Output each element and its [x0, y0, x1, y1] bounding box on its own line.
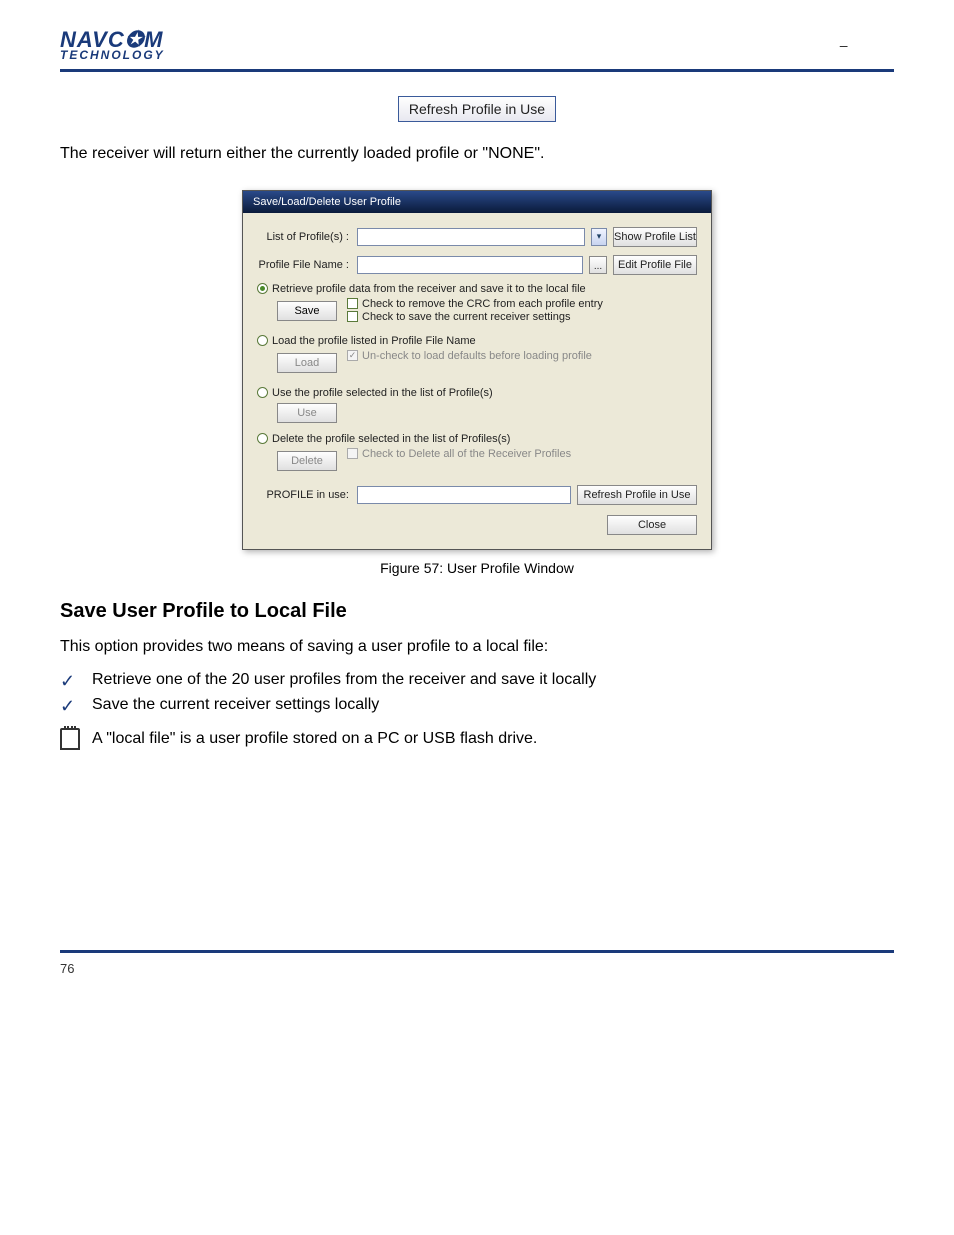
- list-item: ✓ Save the current receiver settings loc…: [60, 696, 894, 718]
- note-icon: [60, 728, 80, 750]
- load-button[interactable]: Load: [277, 353, 337, 373]
- bullet-1-text: Retrieve one of the 20 user profiles fro…: [92, 671, 596, 689]
- use-radio[interactable]: [257, 387, 268, 398]
- save-current-settings-label: Check to save the current receiver setti…: [362, 311, 570, 323]
- remove-crc-label: Check to remove the CRC from each profil…: [362, 298, 603, 310]
- footer-page-number: 76: [60, 961, 74, 976]
- remove-crc-checkbox[interactable]: [347, 298, 358, 309]
- use-button[interactable]: Use: [277, 403, 337, 423]
- close-button[interactable]: Close: [607, 515, 697, 535]
- list-item: ✓ Retrieve one of the 20 user profiles f…: [60, 671, 894, 693]
- guide-title: StarUtil-3000 User Guide: [679, 37, 839, 53]
- edit-profile-file-button[interactable]: Edit Profile File: [613, 255, 697, 275]
- page-footer: 76: [60, 950, 894, 976]
- check-icon: ✓: [60, 671, 80, 693]
- save-intro-text: This option provides two means of saving…: [60, 635, 894, 659]
- refresh-profile-in-use-button[interactable]: Refresh Profile in Use: [577, 485, 697, 505]
- rev-text: Rev. G: [851, 37, 894, 53]
- user-profile-dialog: Save/Load/Delete User Profile List of Pr…: [242, 190, 712, 550]
- delete-all-label: Check to Delete all of the Receiver Prof…: [362, 448, 571, 460]
- dash: –: [840, 37, 848, 53]
- profiles-dropdown-icon[interactable]: ▾: [591, 228, 607, 246]
- save-section-heading: Save User Profile to Local File: [60, 600, 894, 623]
- use-radio-label: Use the profile selected in the list of …: [272, 387, 493, 399]
- load-radio[interactable]: [257, 335, 268, 346]
- list-of-profiles-label: List of Profile(s) :: [257, 231, 357, 243]
- dialog-titlebar: Save/Load/Delete User Profile: [243, 191, 711, 213]
- refresh-profile-button[interactable]: Refresh Profile in Use: [398, 96, 556, 122]
- load-defaults-label: Un-check to load defaults before loading…: [362, 350, 592, 362]
- logo-top: NAVC✪M: [60, 30, 165, 50]
- list-of-profiles-input[interactable]: [357, 228, 585, 246]
- profile-in-use-label: PROFILE in use:: [257, 489, 357, 501]
- save-options-list: ✓ Retrieve one of the 20 user profiles f…: [60, 671, 894, 750]
- load-radio-label: Load the profile listed in Profile File …: [272, 335, 476, 347]
- header-right-text: StarUtil-3000 User Guide – Rev. G: [679, 37, 894, 53]
- profile-file-name-label: Profile File Name :: [257, 259, 357, 271]
- save-radio-label: Retrieve profile data from the receiver …: [272, 283, 586, 295]
- list-item: A "local file" is a user profile stored …: [60, 728, 894, 750]
- delete-radio[interactable]: [257, 433, 268, 444]
- show-profile-list-button[interactable]: Show Profile List: [613, 227, 697, 247]
- save-button[interactable]: Save: [277, 301, 337, 321]
- load-defaults-checkbox: [347, 350, 358, 361]
- logo-bottom: TECHNOLOGY: [60, 50, 165, 61]
- intro-paragraph: The receiver will return either the curr…: [60, 142, 894, 166]
- check-icon: ✓: [60, 696, 80, 718]
- save-radio[interactable]: [257, 283, 268, 294]
- bullet-2-text: Save the current receiver settings local…: [92, 696, 379, 714]
- delete-button[interactable]: Delete: [277, 451, 337, 471]
- delete-radio-label: Delete the profile selected in the list …: [272, 433, 510, 445]
- page-header: NAVC✪M TECHNOLOGY StarUtil-3000 User Gui…: [60, 30, 894, 72]
- delete-all-checkbox: [347, 448, 358, 459]
- logo: NAVC✪M TECHNOLOGY: [60, 30, 165, 61]
- browse-ellipsis-button[interactable]: ...: [589, 256, 607, 274]
- figure-caption: Figure 57: User Profile Window: [60, 560, 894, 576]
- profile-in-use-field: [357, 486, 571, 504]
- note-text: A "local file" is a user profile stored …: [92, 730, 537, 748]
- profile-file-name-input[interactable]: [357, 256, 583, 274]
- save-current-settings-checkbox[interactable]: [347, 311, 358, 322]
